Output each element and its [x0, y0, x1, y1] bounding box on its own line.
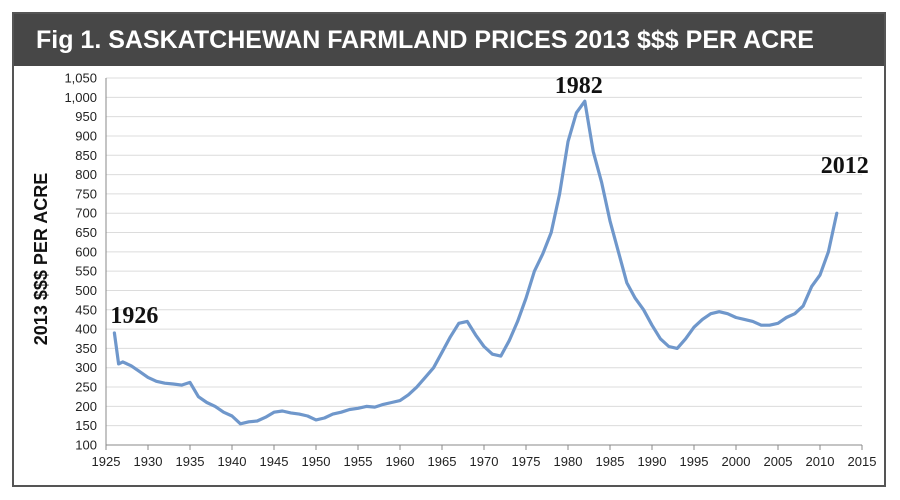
y-tick-label: 700 — [75, 206, 97, 221]
axes — [105, 78, 863, 450]
y-tick-label: 250 — [75, 380, 97, 395]
annotation-label: 2012 — [821, 153, 869, 179]
y-tick-label: 200 — [75, 399, 97, 414]
x-tick-label: 1930 — [134, 454, 163, 469]
x-tick-label: 2005 — [764, 454, 793, 469]
y-tick-label: 500 — [75, 283, 97, 298]
x-tick-label: 1980 — [554, 454, 583, 469]
annotation-label: 1926 — [110, 303, 158, 329]
annotation-layer: 1926 1982 2012 — [110, 73, 868, 329]
x-tick-labels: 1925 1930 1935 1940 1945 1950 1955 1960 1965 1970… — [92, 454, 877, 469]
y-tick-label: 750 — [75, 186, 97, 201]
y-tick-label: 650 — [75, 225, 97, 240]
x-tick-label: 1970 — [470, 454, 499, 469]
x-tick-label: 1995 — [680, 454, 709, 469]
y-tick-label: 850 — [75, 148, 97, 163]
x-tick-label: 2015 — [848, 454, 877, 469]
x-tick-label: 1960 — [386, 454, 415, 469]
x-tick-label: 1945 — [260, 454, 289, 469]
y-tick-label: 1,050 — [64, 71, 97, 86]
x-tick-label: 1990 — [638, 454, 667, 469]
x-tick-label: 2000 — [722, 454, 751, 469]
y-tick-label: 950 — [75, 109, 97, 124]
gridlines — [106, 77, 862, 446]
y-tick-label: 550 — [75, 264, 97, 279]
annotation-label: 1982 — [555, 73, 603, 99]
y-tick-label: 350 — [75, 341, 97, 356]
y-axis-label: 2013 $$$ PER ACRE — [31, 173, 51, 345]
y-tick-label: 450 — [75, 302, 97, 317]
x-tick-label: 1985 — [596, 454, 625, 469]
x-tick-label: 1935 — [176, 454, 205, 469]
y-tick-label: 900 — [75, 128, 97, 143]
y-tick-label: 600 — [75, 244, 97, 259]
y-tick-label: 800 — [75, 167, 97, 182]
x-tick-label: 1925 — [92, 454, 121, 469]
x-tick-label: 1955 — [344, 454, 373, 469]
y-tick-label: 150 — [75, 418, 97, 433]
x-tick-label: 1965 — [428, 454, 457, 469]
series-line — [112, 99, 839, 426]
x-tick-label: 1975 — [512, 454, 541, 469]
chart-frame: Fig 1. SASKATCHEWAN FARMLAND PRICES 2013… — [12, 12, 886, 487]
y-tick-label: 1,000 — [64, 90, 97, 105]
y-tick-labels: 100 150 200 250 300 350 400 450 500 550 600 650 700 7… — [64, 71, 97, 453]
x-tick-label: 1940 — [218, 454, 247, 469]
chart-title: Fig 1. SASKATCHEWAN FARMLAND PRICES 2013… — [14, 14, 884, 66]
x-tick-label: 1950 — [302, 454, 331, 469]
y-tick-label: 300 — [75, 360, 97, 375]
y-tick-label: 100 — [75, 438, 97, 453]
x-tick-label: 2010 — [806, 454, 835, 469]
series-layer — [112, 99, 839, 426]
y-tick-label: 400 — [75, 322, 97, 337]
